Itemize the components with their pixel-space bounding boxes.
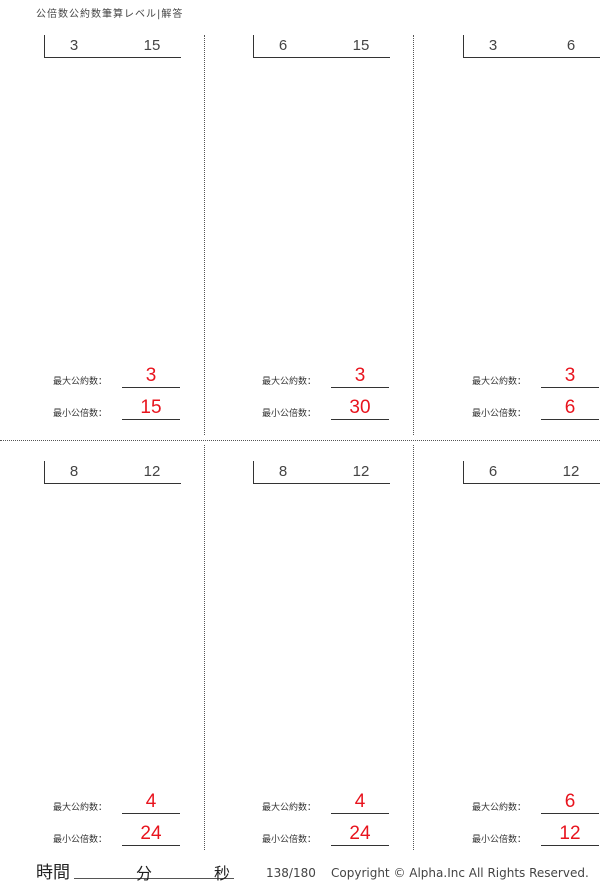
time-label: 時間 (36, 863, 70, 883)
lcm-answer: 24 (331, 823, 389, 846)
gcd-answer: 3 (122, 365, 180, 388)
gcd-label: 最大公約数： (262, 803, 317, 813)
number-a: 8 (69, 463, 79, 480)
problem-cell: 6 15 最大公約数： 3 最小公倍数： 30 (209, 0, 414, 420)
seconds-label: 秒 (214, 864, 231, 883)
number-a: 8 (278, 463, 288, 480)
divider (0, 440, 600, 441)
number-b: 15 (352, 37, 370, 54)
number-a: 3 (69, 37, 79, 54)
division-bracket (253, 461, 390, 484)
lcm-label: 最小公倍数： (472, 835, 527, 845)
gcd-answer: 3 (541, 365, 599, 388)
time-line (74, 878, 234, 879)
number-b: 12 (352, 463, 370, 480)
lcm-label: 最小公倍数： (53, 409, 108, 419)
division-bracket (253, 35, 390, 58)
lcm-answer: 30 (331, 397, 389, 420)
gcd-label: 最大公約数： (472, 377, 527, 387)
number-a: 6 (278, 37, 288, 54)
divider (204, 35, 205, 435)
lcm-label: 最小公倍数： (262, 409, 317, 419)
number-b: 12 (562, 463, 580, 480)
number-a: 3 (488, 37, 498, 54)
gcd-answer: 4 (331, 791, 389, 814)
division-bracket (44, 35, 181, 58)
number-b: 12 (143, 463, 161, 480)
lcm-answer: 15 (122, 397, 180, 420)
gcd-label: 最大公約数： (262, 377, 317, 387)
gcd-label: 最大公約数： (53, 377, 108, 387)
division-bracket (44, 461, 181, 484)
lcm-label: 最小公倍数： (53, 835, 108, 845)
lcm-label: 最小公倍数： (472, 409, 527, 419)
gcd-label: 最大公約数： (53, 803, 108, 813)
problem-cell: 6 12 最大公約数： 6 最小公倍数： 12 (419, 0, 600, 846)
lcm-answer: 12 (541, 823, 599, 846)
division-bracket (463, 35, 600, 58)
problem-cell: 8 12 最大公約数： 4 最小公倍数： 24 (209, 0, 414, 846)
page-title: 公倍数公約数筆算レベル|解答 (36, 9, 184, 20)
divider (204, 445, 205, 850)
problem-cell: 3 6 最大公約数： 3 最小公倍数： 6 (419, 0, 600, 420)
copyright: Copyright © Alpha.Inc All Rights Reserve… (331, 866, 589, 880)
divider (413, 445, 414, 850)
divider (413, 35, 414, 435)
gcd-answer: 3 (331, 365, 389, 388)
minutes-label: 分 (136, 864, 153, 883)
number-b: 15 (143, 37, 161, 54)
problem-cell: 3 15 最大公約数： 3 最小公倍数： 15 (0, 0, 205, 420)
lcm-answer: 24 (122, 823, 180, 846)
gcd-answer: 6 (541, 791, 599, 814)
lcm-answer: 6 (541, 397, 599, 420)
number-a: 6 (488, 463, 498, 480)
page-number: 138/180 (266, 866, 316, 880)
gcd-label: 最大公約数： (472, 803, 527, 813)
division-bracket (463, 461, 600, 484)
number-b: 6 (566, 37, 576, 54)
lcm-label: 最小公倍数： (262, 835, 317, 845)
problem-cell: 8 12 最大公約数： 4 最小公倍数： 24 (0, 0, 205, 846)
gcd-answer: 4 (122, 791, 180, 814)
